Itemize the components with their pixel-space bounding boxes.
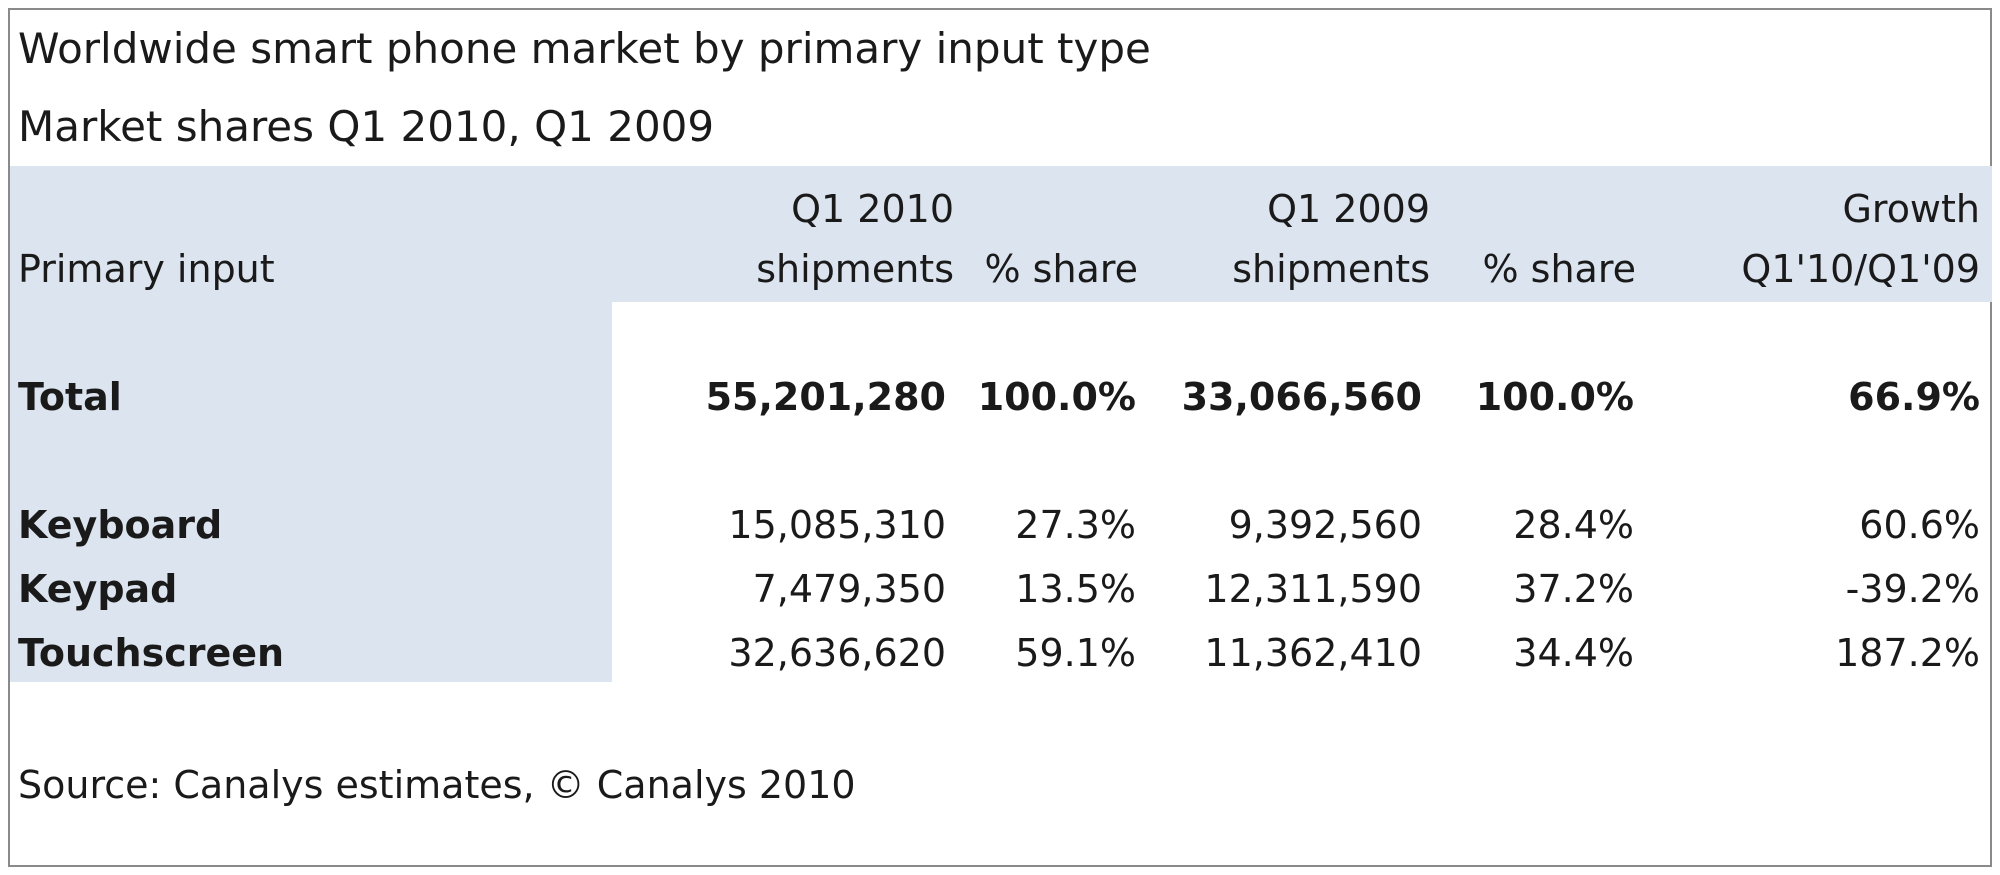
keyboard-q1-2009-shipments: 9,392,560 [1228,503,1422,547]
source-note: Source: Canalys estimates, © Canalys 201… [18,763,856,807]
touchscreen-growth: 187.2% [1835,631,1980,675]
col-header-primary-input: Primary input [18,247,275,291]
keypad-growth: -39.2% [1845,567,1980,611]
total-q1-2009-shipments: 33,066,560 [1181,375,1422,419]
row-label-touchscreen: Touchscreen [18,631,285,675]
chart-subtitle: Market shares Q1 2010, Q1 2009 [18,102,715,151]
header-band [10,166,1992,302]
col-header-q1-2009-share: % share [1482,247,1636,291]
total-growth: 66.9% [1848,375,1980,419]
col-header-growth-line1: Growth [1842,187,1980,231]
col-header-q1-2010-line1: Q1 2010 [791,187,954,231]
touchscreen-q1-2010-shipments: 32,636,620 [728,631,946,675]
row-label-band [10,302,612,682]
keypad-q1-2009-share: 37.2% [1513,567,1634,611]
keyboard-growth: 60.6% [1859,503,1980,547]
row-label-keyboard: Keyboard [18,503,223,547]
keyboard-q1-2010-shipments: 15,085,310 [728,503,946,547]
row-label-keypad: Keypad [18,567,178,611]
total-q1-2009-share: 100.0% [1475,375,1634,419]
col-header-growth-line2: Q1'10/Q1'09 [1741,247,1980,291]
keyboard-q1-2009-share: 28.4% [1513,503,1634,547]
table-figure: Worldwide smart phone market by primary … [8,8,1992,867]
keypad-q1-2010-share: 13.5% [1015,567,1136,611]
row-label-total: Total [18,375,122,419]
touchscreen-q1-2010-share: 59.1% [1015,631,1136,675]
keypad-q1-2009-shipments: 12,311,590 [1204,567,1422,611]
col-header-q1-2009-line2: shipments [1232,247,1430,291]
keyboard-q1-2010-share: 27.3% [1015,503,1136,547]
col-header-q1-2009-line1: Q1 2009 [1267,187,1430,231]
total-q1-2010-share: 100.0% [977,375,1136,419]
touchscreen-q1-2009-shipments: 11,362,410 [1204,631,1422,675]
col-header-q1-2010-line2: shipments [756,247,954,291]
touchscreen-q1-2009-share: 34.4% [1513,631,1634,675]
chart-title: Worldwide smart phone market by primary … [18,24,1151,73]
keypad-q1-2010-shipments: 7,479,350 [752,567,946,611]
total-q1-2010-shipments: 55,201,280 [705,375,946,419]
col-header-q1-2010-share: % share [984,247,1138,291]
